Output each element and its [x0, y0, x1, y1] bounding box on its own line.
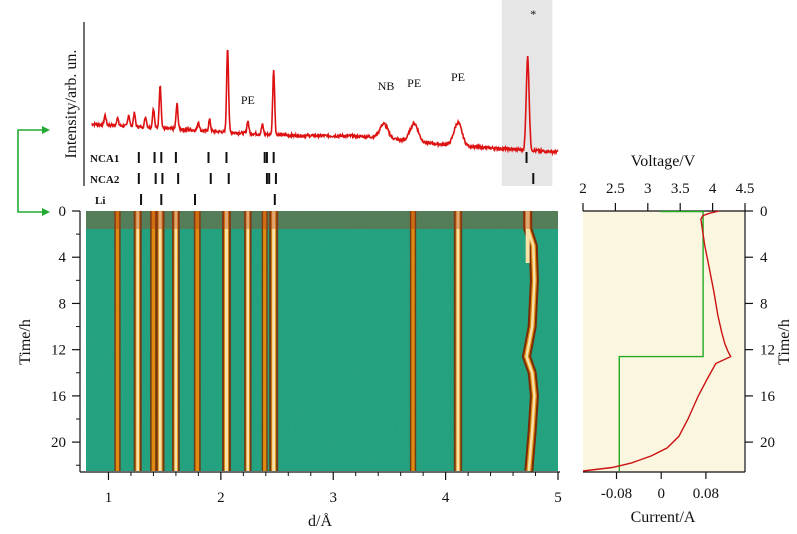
heatmap-x-tick-label-2: 3 — [329, 490, 337, 506]
heatmap-x-tick-label-3: 4 — [442, 490, 450, 506]
voltage-tick-label-2: 3 — [644, 181, 652, 197]
highlight-star: * — [530, 7, 536, 21]
peak-annotations: PE NB PE PE — [241, 70, 465, 107]
ref-row-label-li: Li — [95, 195, 105, 207]
electrochem-time-axis-label: Time/h — [776, 319, 793, 365]
voltage-tick-label-0: 2 — [579, 181, 587, 197]
heatmap-y-tick-label-0: 0 — [59, 204, 67, 220]
voltage-ticks: 2 2.5 3 3.5 4 4.5 — [579, 181, 754, 211]
heatmap-top-haze — [86, 211, 558, 229]
xrd-panel: * Intensity/arb. un. PE NB PE PE — [63, 0, 559, 186]
xrd-pattern-line — [91, 49, 559, 157]
electrochem-time-tick-label-2: 8 — [760, 296, 768, 312]
current-tick-label-2: 0.08 — [693, 486, 719, 502]
ref-row-li: Li — [95, 194, 276, 207]
voltage-tick-label-5: 4.5 — [736, 181, 755, 197]
heatmap-y-tick-label-2: 8 — [59, 296, 67, 312]
ref-row-nca1: NCA1 — [90, 152, 528, 165]
peak-label-pe-0: PE — [241, 93, 255, 107]
current-tick-label-0: -0.08 — [601, 486, 632, 502]
band-12-core — [525, 211, 536, 472]
heatmap-y-ticks: 0 4 8 12 16 20 — [51, 204, 80, 466]
electrochem-background — [583, 211, 744, 472]
heatmap-bands — [86, 211, 558, 472]
peak-label-pe-3: PE — [451, 70, 465, 84]
electrochem-time-ticks: 0 4 8 12 16 20 — [745, 204, 776, 451]
heatmap-y-tick-label-4: 16 — [51, 389, 67, 405]
electrochem-time-tick-label-3: 12 — [760, 343, 775, 359]
electrochem-panel: 2 2.5 3 3.5 4 4.5 -0.08 0 0.08 0 4 8 12 16 20 Voltag… — [579, 153, 793, 526]
peak-label-pe-2: PE — [407, 76, 421, 90]
electrochem-time-tick-label-0: 0 — [760, 204, 768, 220]
electrochem-time-tick-label-4: 16 — [760, 389, 776, 405]
heatmap-y-axis-label: Time/h — [17, 319, 34, 365]
voltage-axis-label: Voltage/V — [631, 153, 696, 170]
heatmap-x-tick-label-1: 2 — [217, 490, 225, 506]
heatmap-y-tick-label-1: 4 — [59, 250, 67, 266]
reference-ticks: NCA1 NCA2 Li — [90, 152, 535, 207]
heatmap-x-axis-label: d/Å — [308, 512, 332, 530]
heatmap-y-tick-label-5: 20 — [51, 435, 66, 451]
xrd-y-axis-label: Intensity/arb. un. — [63, 50, 80, 159]
voltage-tick-label-1: 2.5 — [606, 181, 625, 197]
connector-arrow — [17, 126, 50, 216]
ref-row-label-nca2: NCA2 — [90, 174, 120, 186]
heatmap-x-ticks: 1 2 3 4 5 — [105, 472, 562, 506]
electrochem-time-tick-label-5: 20 — [760, 435, 775, 451]
heatmap-y-tick-label-3: 12 — [51, 343, 66, 359]
heatmap-x-tick-label-0: 1 — [105, 490, 113, 506]
ref-row-nca2: NCA2 — [90, 173, 535, 186]
current-line — [618, 210, 704, 471]
heatmap-noise — [86, 211, 558, 471]
voltage-tick-label-4: 4 — [709, 181, 717, 197]
current-axis-label: Current/A — [631, 509, 696, 526]
current-ticks: -0.08 0 0.08 — [601, 472, 719, 502]
electrochem-time-tick-label-1: 4 — [760, 250, 768, 266]
voltage-tick-label-3: 3.5 — [671, 181, 690, 197]
heatmap-x-tick-label-4: 5 — [554, 490, 562, 506]
current-tick-label-1: 0 — [657, 486, 665, 502]
voltage-line — [582, 210, 732, 472]
peak-label-nb-1: NB — [378, 79, 395, 93]
ref-row-label-nca1: NCA1 — [90, 153, 119, 165]
